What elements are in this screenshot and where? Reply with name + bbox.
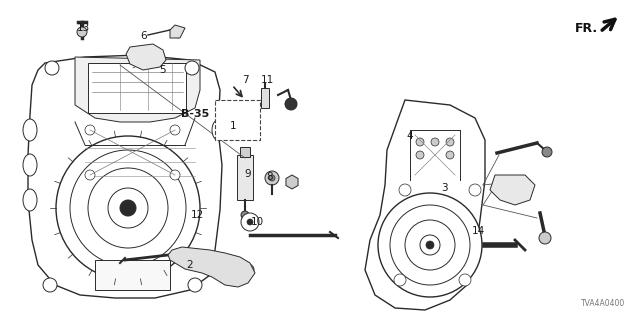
Circle shape (459, 274, 471, 286)
Ellipse shape (23, 189, 37, 211)
Polygon shape (28, 55, 222, 298)
Circle shape (378, 193, 482, 297)
Circle shape (56, 136, 200, 280)
Circle shape (390, 205, 470, 285)
Circle shape (70, 150, 186, 266)
Text: 8: 8 (266, 172, 273, 182)
Circle shape (45, 61, 59, 75)
Circle shape (142, 51, 154, 63)
Text: 11: 11 (261, 75, 274, 85)
Circle shape (289, 179, 295, 185)
Circle shape (446, 151, 454, 159)
Circle shape (88, 168, 168, 248)
Text: 13: 13 (77, 23, 90, 33)
Text: 1: 1 (230, 121, 237, 132)
Text: 10: 10 (251, 217, 264, 228)
Polygon shape (168, 247, 255, 287)
Polygon shape (365, 100, 485, 310)
Circle shape (269, 175, 275, 181)
Text: B-35: B-35 (181, 108, 209, 119)
Circle shape (405, 220, 455, 270)
Circle shape (399, 184, 411, 196)
Text: 2: 2 (186, 260, 193, 270)
Circle shape (185, 61, 199, 75)
Circle shape (265, 171, 279, 185)
Bar (88, 63, 186, 113)
Polygon shape (126, 44, 166, 70)
Circle shape (426, 241, 434, 249)
Circle shape (542, 147, 552, 157)
Circle shape (238, 107, 248, 117)
Bar (95, 260, 170, 290)
Circle shape (539, 232, 551, 244)
Circle shape (85, 125, 95, 135)
Bar (261, 88, 269, 108)
Ellipse shape (212, 120, 224, 140)
Text: 9: 9 (244, 169, 251, 179)
Circle shape (431, 138, 439, 146)
Text: 6: 6 (141, 31, 147, 41)
Polygon shape (170, 25, 185, 38)
Circle shape (241, 213, 259, 231)
Bar (237, 155, 253, 200)
Circle shape (242, 264, 254, 276)
Text: 14: 14 (472, 226, 485, 236)
Circle shape (247, 219, 253, 225)
Circle shape (120, 200, 136, 216)
Text: TVA4A0400: TVA4A0400 (580, 299, 625, 308)
Circle shape (469, 184, 481, 196)
Circle shape (416, 151, 424, 159)
Ellipse shape (23, 119, 37, 141)
Circle shape (285, 98, 297, 110)
Polygon shape (75, 57, 200, 122)
Bar (215, 100, 260, 140)
Text: 4: 4 (406, 131, 413, 141)
Circle shape (241, 211, 249, 219)
Circle shape (85, 170, 95, 180)
Text: FR.: FR. (575, 21, 598, 35)
Circle shape (420, 235, 440, 255)
Circle shape (212, 262, 218, 268)
Polygon shape (286, 175, 298, 189)
Text: 3: 3 (442, 183, 448, 193)
Circle shape (170, 125, 180, 135)
Circle shape (77, 27, 87, 37)
Text: 12: 12 (191, 210, 204, 220)
Circle shape (446, 138, 454, 146)
Text: 5: 5 (159, 65, 166, 75)
Polygon shape (490, 175, 535, 205)
Circle shape (170, 170, 180, 180)
Circle shape (202, 262, 208, 268)
Circle shape (43, 278, 57, 292)
Text: 7: 7 (242, 75, 248, 85)
Ellipse shape (23, 154, 37, 176)
Bar (240, 147, 250, 157)
Circle shape (416, 138, 424, 146)
Circle shape (188, 278, 202, 292)
Circle shape (394, 274, 406, 286)
Circle shape (108, 188, 148, 228)
